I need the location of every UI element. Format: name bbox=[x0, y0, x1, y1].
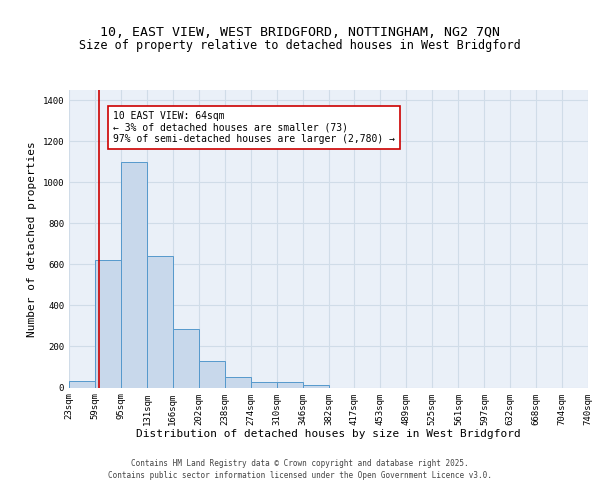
Bar bbox=[224, 377, 251, 388]
Bar bbox=[121, 162, 147, 388]
Text: Contains public sector information licensed under the Open Government Licence v3: Contains public sector information licen… bbox=[108, 472, 492, 480]
Text: 10, EAST VIEW, WEST BRIDGFORD, NOTTINGHAM, NG2 7QN: 10, EAST VIEW, WEST BRIDGFORD, NOTTINGHA… bbox=[100, 26, 500, 39]
Text: Contains HM Land Registry data © Crown copyright and database right 2025.: Contains HM Land Registry data © Crown c… bbox=[131, 460, 469, 468]
Y-axis label: Number of detached properties: Number of detached properties bbox=[27, 141, 37, 336]
Bar bbox=[303, 386, 329, 388]
Bar bbox=[69, 382, 95, 388]
Text: Size of property relative to detached houses in West Bridgford: Size of property relative to detached ho… bbox=[79, 38, 521, 52]
Bar bbox=[199, 361, 224, 388]
Bar bbox=[95, 260, 121, 388]
X-axis label: Distribution of detached houses by size in West Bridgford: Distribution of detached houses by size … bbox=[136, 429, 521, 439]
Text: 10 EAST VIEW: 64sqm
← 3% of detached houses are smaller (73)
97% of semi-detache: 10 EAST VIEW: 64sqm ← 3% of detached hou… bbox=[113, 111, 395, 144]
Bar bbox=[251, 382, 277, 388]
Bar bbox=[173, 329, 199, 388]
Bar bbox=[147, 256, 173, 388]
Bar bbox=[277, 382, 303, 388]
